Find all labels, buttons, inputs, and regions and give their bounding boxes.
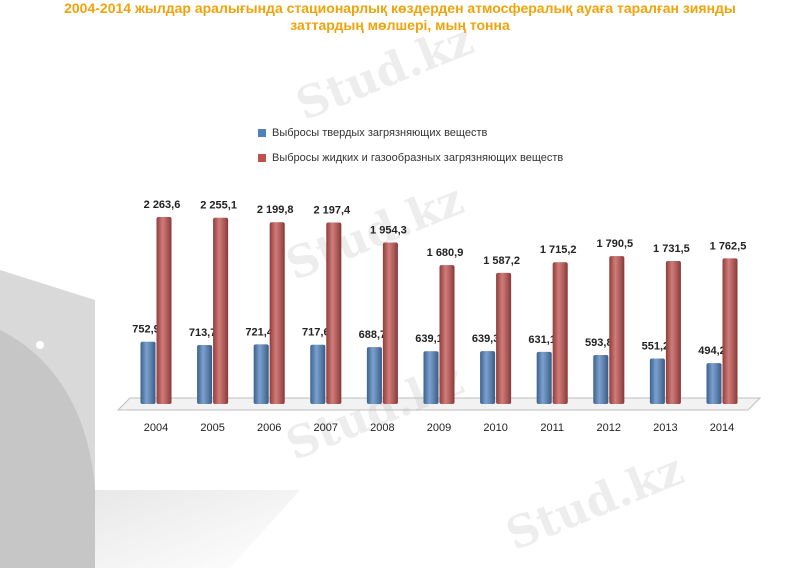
bar-shade bbox=[140, 341, 156, 404]
value-label: 717,6 bbox=[302, 327, 330, 339]
bar-shade bbox=[665, 260, 681, 404]
bar-shade bbox=[496, 272, 512, 404]
bar-shade bbox=[439, 265, 455, 404]
bar-shade bbox=[552, 262, 568, 404]
x-tick-label: 2012 bbox=[597, 422, 621, 434]
bar-shade bbox=[269, 222, 285, 404]
bar-shade bbox=[366, 347, 382, 404]
value-label: 1 790,5 bbox=[596, 238, 633, 250]
value-label: 2 197,4 bbox=[313, 204, 351, 216]
slide-decoration bbox=[36, 341, 44, 349]
bar-shade bbox=[197, 345, 213, 404]
x-tick-label: 2014 bbox=[710, 422, 734, 434]
legend-label: Выбросы твердых загрязняющих веществ bbox=[272, 127, 487, 139]
x-tick-label: 2011 bbox=[540, 422, 564, 434]
x-tick-label: 2004 bbox=[144, 422, 168, 434]
value-label: 2 263,6 bbox=[144, 199, 181, 211]
legend-swatch bbox=[258, 154, 266, 162]
value-label: 2 199,8 bbox=[257, 204, 294, 216]
chart-title: 2004-2014 жылдар аралығында стационарлық… bbox=[64, 0, 736, 33]
bar-shade bbox=[649, 358, 665, 404]
value-label: 551,2 bbox=[642, 340, 670, 352]
value-label: 721,4 bbox=[245, 326, 273, 338]
bar-shade bbox=[310, 344, 326, 404]
bar-shade bbox=[156, 217, 172, 404]
bar-shade bbox=[423, 351, 439, 404]
value-label: 2 255,1 bbox=[200, 200, 237, 212]
value-label: 1 587,2 bbox=[483, 255, 520, 267]
x-tick-label: 2008 bbox=[370, 422, 394, 434]
bar-shade bbox=[480, 351, 496, 404]
bar-shade bbox=[382, 242, 398, 404]
value-label: 1 731,5 bbox=[653, 243, 690, 255]
value-label: 1 715,2 bbox=[540, 244, 577, 256]
x-tick-label: 2010 bbox=[483, 422, 507, 434]
value-label: 688,7 bbox=[359, 329, 387, 341]
value-label: 639,3 bbox=[472, 333, 500, 345]
bar-shade bbox=[722, 258, 738, 404]
slide-decoration bbox=[0, 330, 95, 568]
value-label: 494,2 bbox=[698, 345, 726, 357]
bar-shade bbox=[326, 222, 342, 404]
bar-shade bbox=[593, 354, 609, 404]
watermark: Stud.kz bbox=[499, 444, 690, 561]
value-label: 1 762,5 bbox=[710, 240, 747, 252]
bar-shade bbox=[609, 256, 625, 404]
x-tick-label: 2009 bbox=[427, 422, 451, 434]
legend-swatch bbox=[258, 129, 266, 137]
value-label: 1 954,3 bbox=[370, 224, 407, 236]
bar-shade bbox=[253, 344, 269, 404]
value-label: 593,8 bbox=[585, 337, 613, 349]
value-label: 631,1 bbox=[528, 334, 556, 346]
value-label: 1 680,9 bbox=[427, 247, 464, 259]
value-label: 713,7 bbox=[189, 327, 217, 339]
value-label: 639,1 bbox=[415, 333, 443, 345]
x-tick-label: 2005 bbox=[200, 422, 224, 434]
bar-shade bbox=[706, 363, 722, 404]
slide-decoration bbox=[95, 490, 300, 568]
x-tick-label: 2006 bbox=[257, 422, 281, 434]
x-tick-label: 2013 bbox=[653, 422, 677, 434]
bar-shade bbox=[213, 217, 229, 404]
value-label: 752,9 bbox=[132, 324, 160, 336]
bar-shade bbox=[536, 351, 552, 404]
legend-label: Выбросы жидких и газообразных загрязняющ… bbox=[272, 152, 563, 164]
x-tick-label: 2007 bbox=[314, 422, 338, 434]
